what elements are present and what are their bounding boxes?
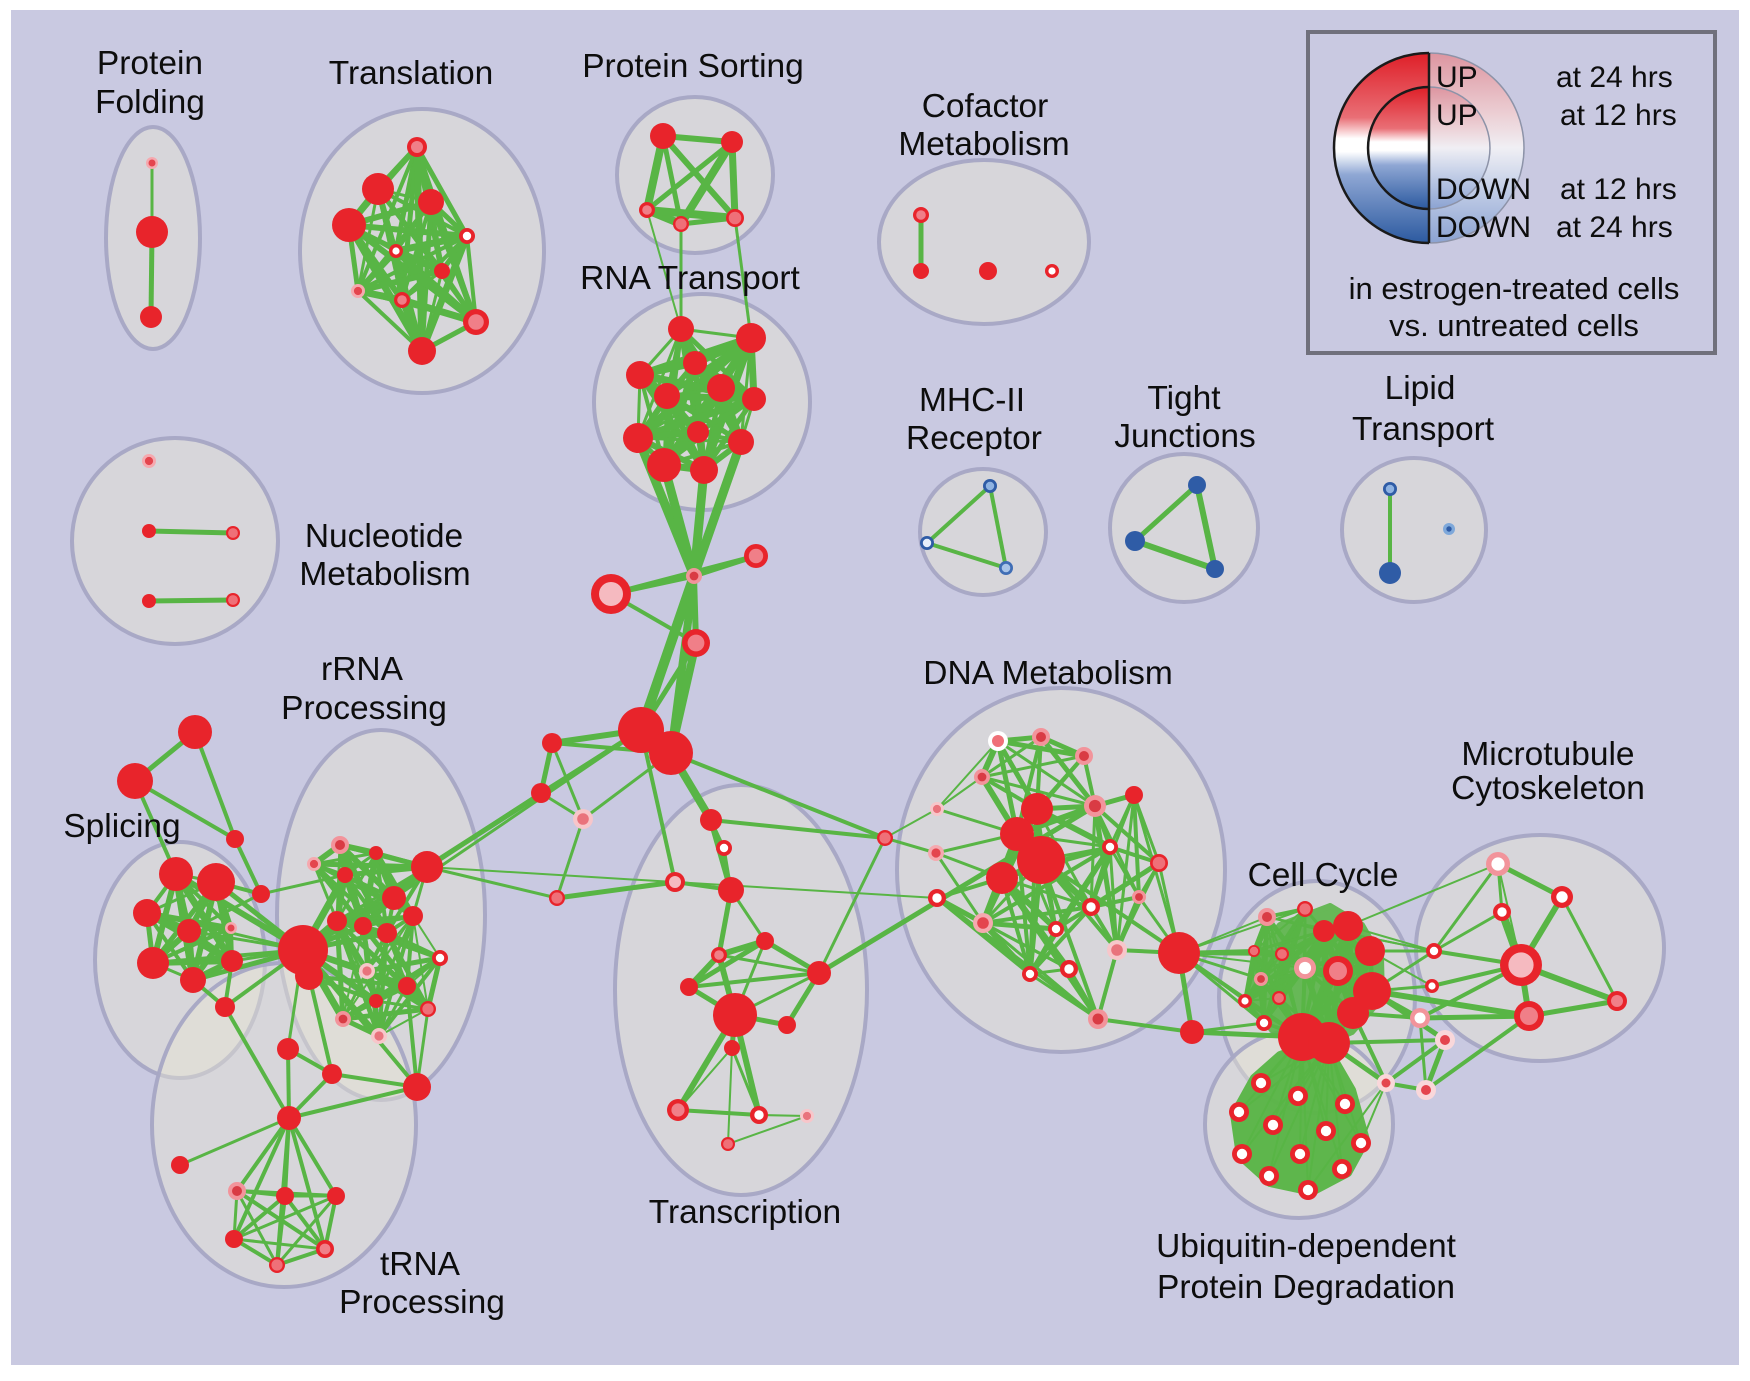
svg-text:MHC-II: MHC-II: [919, 382, 1025, 419]
svg-text:Transport: Transport: [1352, 411, 1495, 448]
svg-text:Protein: Protein: [97, 45, 203, 82]
svg-text:Folding: Folding: [95, 84, 205, 121]
svg-text:vs. untreated cells: vs. untreated cells: [1389, 308, 1639, 343]
svg-text:at 12 hrs: at 12 hrs: [1560, 99, 1677, 132]
svg-text:DOWN: DOWN: [1436, 173, 1531, 206]
svg-text:Tight: Tight: [1147, 380, 1221, 417]
svg-text:UP: UP: [1436, 61, 1478, 94]
svg-text:rRNA: rRNA: [321, 651, 404, 688]
svg-text:tRNA: tRNA: [380, 1246, 461, 1283]
svg-text:Ubiquitin-dependent: Ubiquitin-dependent: [1156, 1228, 1457, 1265]
svg-text:Cell Cycle: Cell Cycle: [1248, 857, 1399, 894]
svg-text:Receptor: Receptor: [906, 420, 1042, 457]
svg-text:Protein Sorting: Protein Sorting: [582, 48, 804, 85]
svg-text:Splicing: Splicing: [63, 808, 180, 845]
svg-text:Metabolism: Metabolism: [898, 126, 1069, 163]
svg-text:Translation: Translation: [329, 55, 493, 92]
svg-text:Processing: Processing: [339, 1284, 505, 1321]
svg-text:RNA Transport: RNA Transport: [580, 260, 800, 297]
svg-text:Nucleotide: Nucleotide: [305, 518, 463, 555]
svg-text:UP: UP: [1436, 99, 1478, 132]
svg-text:Cytoskeleton: Cytoskeleton: [1451, 770, 1645, 807]
svg-text:at 24 hrs: at 24 hrs: [1556, 211, 1673, 244]
svg-text:Protein Degradation: Protein Degradation: [1157, 1269, 1455, 1306]
svg-text:Metabolism: Metabolism: [299, 556, 470, 593]
svg-text:Processing: Processing: [281, 690, 447, 727]
svg-text:in estrogen-treated cells: in estrogen-treated cells: [1349, 271, 1680, 306]
svg-text:at 24 hrs: at 24 hrs: [1556, 61, 1673, 94]
svg-text:Junctions: Junctions: [1114, 418, 1256, 455]
svg-text:Microtubule: Microtubule: [1461, 736, 1634, 773]
svg-text:at 12 hrs: at 12 hrs: [1560, 173, 1677, 206]
svg-text:Cofactor: Cofactor: [922, 88, 1049, 125]
svg-text:Transcription: Transcription: [649, 1194, 841, 1231]
svg-text:DOWN: DOWN: [1436, 211, 1531, 244]
svg-text:DNA Metabolism: DNA Metabolism: [923, 655, 1172, 692]
svg-text:Lipid: Lipid: [1385, 370, 1456, 407]
